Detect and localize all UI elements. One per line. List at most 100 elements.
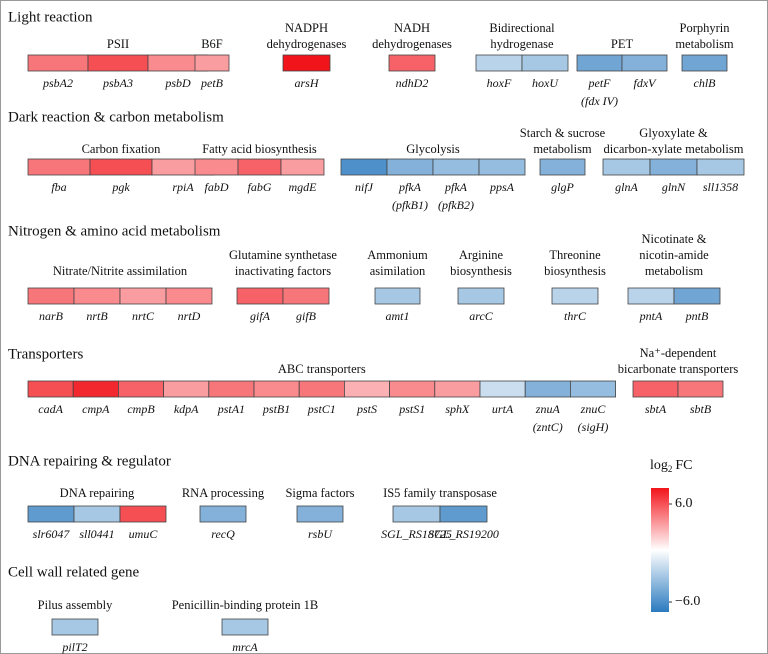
group-label: Pilus assembly — [38, 598, 113, 612]
heat-cell — [621, 54, 668, 72]
group-label: Na⁺-dependent — [640, 346, 717, 360]
heat-cell — [457, 287, 505, 305]
section-title: Transporters — [8, 346, 83, 362]
heat-cell — [194, 54, 230, 72]
heat-cell — [340, 158, 388, 176]
group-label: hydrogenase — [490, 37, 554, 51]
heat-cell — [27, 380, 74, 398]
heat-cell — [632, 380, 679, 398]
heat-cell — [627, 287, 675, 305]
gene-label: ndhD2 — [396, 76, 429, 90]
heat-cell — [237, 158, 282, 176]
gene-label: glnA — [615, 180, 638, 194]
gene-label: pfkA — [444, 180, 468, 194]
legend-title-rest: FC — [675, 458, 692, 473]
heat-cell — [602, 158, 651, 176]
heat-cell — [194, 158, 239, 176]
group-label: Ammonium — [367, 248, 428, 262]
heat-cell — [163, 380, 210, 398]
group-label: Glutamine synthetase — [229, 248, 337, 262]
group-label: inactivating factors — [235, 264, 331, 278]
group-label: Arginine — [459, 248, 504, 262]
group-label: metabolism — [533, 142, 592, 156]
heat-cell — [374, 287, 421, 305]
gene-label: amt1 — [386, 309, 410, 323]
heat-cell — [280, 158, 325, 176]
heat-cell — [73, 505, 121, 523]
group-label: biosynthesis — [544, 264, 606, 278]
heat-cell — [521, 54, 569, 72]
colorbar-tick-label: −6.0 — [675, 594, 700, 609]
gene-label: pstS — [356, 402, 377, 416]
heat-cell — [434, 380, 481, 398]
gene-label: sphX — [445, 402, 470, 416]
gene-label: rsbU — [308, 527, 333, 541]
section-title: Nitrogen & amino acid metabolism — [8, 223, 221, 239]
gene-label: urtA — [492, 402, 514, 416]
section-title: Cell wall related gene — [8, 564, 140, 580]
group-label: PET — [611, 37, 634, 51]
group-label: nicotin-amide — [639, 248, 709, 262]
heat-cell — [649, 158, 698, 176]
group-label: Bidirectional — [489, 21, 555, 35]
gene-alias: (zntC) — [533, 420, 563, 434]
group-label: Threonine — [549, 248, 601, 262]
heat-cell — [570, 380, 617, 398]
colorbar-tick-label: 6.0 — [675, 496, 693, 511]
heat-cell — [51, 618, 99, 636]
heat-cell — [87, 54, 149, 72]
gene-label: petF — [588, 76, 612, 90]
group-label: DNA repairing — [60, 486, 135, 500]
heat-cell — [118, 380, 165, 398]
gene-label: glgP — [551, 180, 574, 194]
group-label: Carbon fixation — [82, 142, 162, 156]
heat-cell — [208, 380, 255, 398]
group-label: metabolism — [675, 37, 734, 51]
gene-label: cmpA — [82, 402, 110, 416]
gene-label: pstA1 — [217, 402, 245, 416]
heat-cell — [475, 54, 523, 72]
group-label: asimilation — [370, 264, 426, 278]
gene-label: pntA — [639, 309, 663, 323]
gene-label: pstB1 — [262, 402, 290, 416]
gene-label: arsH — [294, 76, 319, 90]
heat-cell — [72, 380, 119, 398]
gene-alias: (sigH) — [578, 420, 609, 434]
section-title: Light reaction — [8, 9, 93, 25]
gene-label: slr6047 — [33, 527, 71, 541]
group-label: Glyoxylate & — [639, 126, 708, 140]
heat-cell — [439, 505, 488, 523]
gene-label: hoxU — [532, 76, 559, 90]
heat-cell — [343, 380, 390, 398]
heat-cell — [478, 158, 526, 176]
heat-cell — [479, 380, 526, 398]
heat-cell — [551, 287, 599, 305]
heat-cell — [253, 380, 300, 398]
section-title: Dark reaction & carbon metabolism — [8, 109, 224, 125]
gene-label: petB — [200, 76, 224, 90]
heat-cell — [73, 287, 121, 305]
group-label: Porphyrin — [680, 21, 731, 35]
gene-label: recQ — [211, 527, 235, 541]
gene-label: sll1358 — [703, 180, 738, 194]
group-label: NADPH — [285, 21, 328, 35]
heat-cell — [298, 380, 345, 398]
gene-alias: (pfkB2) — [438, 198, 474, 212]
gene-label: sbtB — [690, 402, 712, 416]
gene-label: pgk — [111, 180, 130, 194]
heat-cell — [27, 158, 91, 176]
heat-cell — [89, 158, 153, 176]
heat-cell — [282, 54, 331, 72]
group-label: Nitrate/Nitrite assimilation — [53, 264, 188, 278]
group-label: bicarbonate transporters — [618, 362, 739, 376]
gene-label: arcC — [469, 309, 494, 323]
group-label: metabolism — [645, 264, 704, 278]
legend-title-main: log — [650, 458, 668, 473]
heat-cell — [27, 505, 75, 523]
heat-cell — [27, 54, 89, 72]
heat-cell — [296, 505, 344, 523]
gene-label: pstC1 — [307, 402, 336, 416]
gene-label: sbtA — [645, 402, 667, 416]
heat-cell — [221, 618, 269, 636]
